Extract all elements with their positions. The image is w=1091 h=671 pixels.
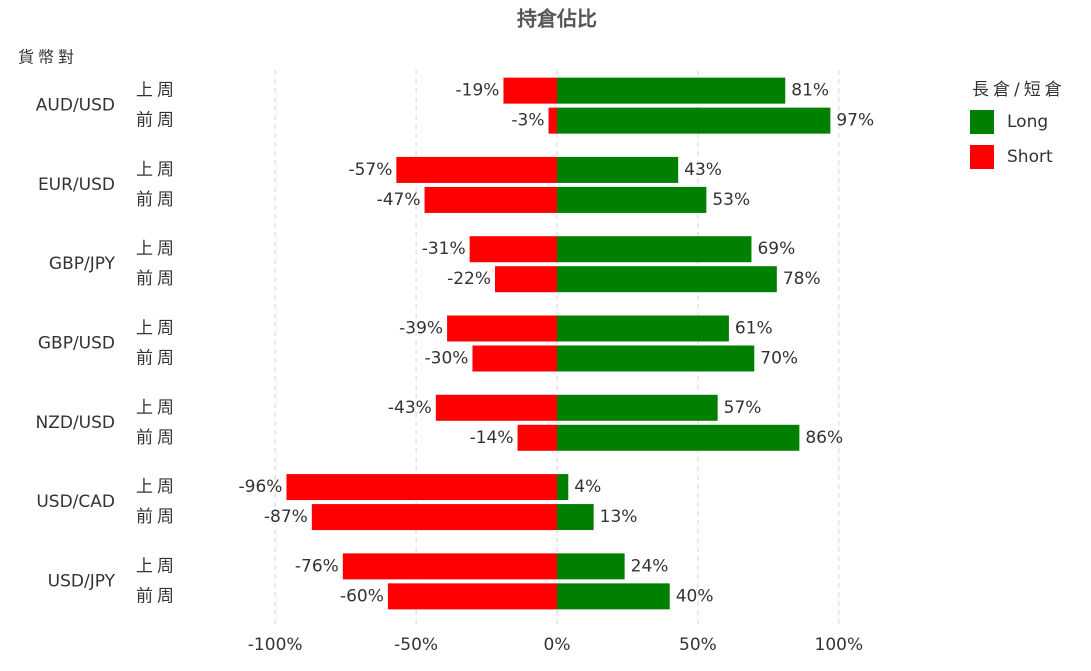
bar [447,315,557,342]
value-label: -96% [239,477,283,497]
period-label: 前周 [136,586,178,606]
value-label: 69% [757,239,795,259]
bar [387,583,557,610]
category-label: EUR/USD [38,175,115,195]
x-tick-label: 100% [815,635,864,655]
period-label: 上周 [136,398,178,418]
x-tick-label: -50% [394,635,438,655]
bar [557,77,786,104]
bar [557,394,718,421]
category-label: USD/CAD [36,492,115,512]
value-label: -22% [447,269,491,289]
value-label: -43% [388,398,432,418]
bar [557,424,800,451]
bar [495,266,557,293]
category-label: AUD/USD [36,96,115,116]
period-label: 前周 [136,349,178,369]
value-label: 70% [760,349,798,369]
category-label: USD/JPY [48,571,116,591]
value-label: 78% [783,269,821,289]
value-label: -31% [422,239,466,259]
value-label: 53% [712,190,750,210]
bar [469,236,557,263]
y-axis-title: 貨幣對 [18,48,78,67]
value-label: -14% [470,428,514,448]
x-tick-label: 0% [544,635,571,655]
bar [557,315,729,342]
period-label: 上周 [136,239,178,259]
bar [557,186,707,213]
bar [557,236,752,263]
chart-title: 持倉佔比 [517,7,597,31]
bar [342,553,557,580]
bar [557,583,670,610]
period-label: 上周 [136,556,178,576]
bar [557,107,831,134]
value-label: 4% [574,477,601,497]
x-tick-label: 50% [679,635,717,655]
value-label: -76% [295,556,339,576]
value-label: 43% [684,160,722,180]
bar [517,424,557,451]
legend-label: Long [1007,112,1048,132]
period-label: 前周 [136,507,178,527]
bar [503,77,557,104]
bar [424,186,557,213]
legend-swatch [970,110,994,134]
bar [286,474,557,501]
period-label: 前周 [136,111,178,131]
legend-label: Short [1007,147,1053,167]
value-label: 24% [631,556,669,576]
period-label: 上周 [136,319,178,339]
category-label: GBP/JPY [49,254,116,274]
bar [472,345,557,372]
value-label: -3% [511,111,544,131]
value-label: -47% [377,190,421,210]
category-label: GBP/USD [38,334,115,354]
value-label: 61% [735,319,773,339]
bar [557,474,569,501]
bar [396,156,557,183]
category-label: NZD/USD [35,413,115,433]
bar [557,156,679,183]
value-label: -39% [399,319,443,339]
bar [557,266,777,293]
period-label: 上周 [136,81,178,101]
bar [557,553,625,580]
bar [557,345,755,372]
value-label: 13% [600,507,638,527]
bar [435,394,557,421]
value-label: -19% [456,81,500,101]
bar [311,504,557,531]
period-label: 前周 [136,428,178,448]
value-label: 81% [791,81,829,101]
value-label: 97% [836,111,874,131]
value-label: 57% [724,398,762,418]
period-label: 前周 [136,190,178,210]
legend-swatch [970,145,994,169]
x-tick-label: -100% [248,635,303,655]
period-label: 前周 [136,269,178,289]
value-label: -30% [425,349,469,369]
bar [548,107,557,134]
value-label: -87% [264,507,308,527]
value-label: 86% [805,428,843,448]
value-label: -57% [348,160,392,180]
legend-title: 長倉/短倉 [972,80,1066,100]
value-label: -60% [340,586,384,606]
value-label: 40% [676,586,714,606]
period-label: 上周 [136,477,178,497]
period-label: 上周 [136,160,178,180]
bar [557,504,594,531]
